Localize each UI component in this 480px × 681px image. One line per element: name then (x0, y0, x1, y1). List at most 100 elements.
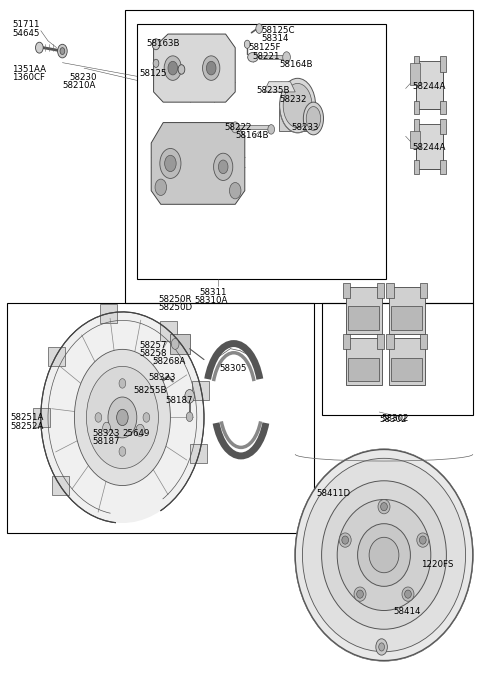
Bar (440, 119, 445, 135)
Text: 58305: 58305 (220, 364, 247, 373)
Circle shape (155, 179, 167, 195)
Ellipse shape (420, 536, 426, 544)
Text: 58250D: 58250D (158, 303, 192, 312)
Circle shape (214, 153, 233, 180)
Circle shape (171, 338, 179, 349)
Bar (343, 334, 350, 349)
Text: 58230: 58230 (70, 73, 97, 82)
Bar (160, 321, 177, 340)
Circle shape (168, 61, 178, 75)
Circle shape (203, 56, 220, 80)
Text: 58257: 58257 (139, 340, 167, 349)
Bar (170, 334, 190, 354)
Circle shape (160, 148, 181, 178)
Bar (52, 476, 69, 495)
Ellipse shape (417, 533, 429, 548)
Circle shape (185, 390, 194, 403)
Text: 58221: 58221 (252, 52, 279, 61)
Circle shape (119, 447, 126, 456)
Circle shape (379, 643, 384, 651)
Text: 58125C: 58125C (262, 26, 295, 35)
Bar (348, 306, 379, 330)
Circle shape (178, 65, 185, 74)
Circle shape (143, 413, 150, 422)
Text: 58323: 58323 (92, 429, 120, 438)
Bar (414, 56, 420, 72)
Circle shape (103, 422, 110, 433)
Ellipse shape (381, 503, 387, 511)
Text: 58302: 58302 (382, 414, 409, 423)
Text: 58164B: 58164B (280, 60, 313, 69)
Text: 58310A: 58310A (194, 296, 228, 305)
Ellipse shape (369, 537, 399, 573)
Ellipse shape (357, 590, 363, 598)
Bar (386, 283, 394, 298)
Circle shape (117, 409, 128, 426)
Text: 58222: 58222 (225, 123, 252, 131)
Bar (420, 334, 427, 349)
Text: 58233: 58233 (291, 123, 319, 131)
Ellipse shape (339, 533, 351, 548)
Circle shape (153, 59, 159, 67)
Bar (389, 287, 425, 334)
Bar (7, 303, 314, 533)
Bar (440, 161, 445, 174)
Text: 58210A: 58210A (62, 81, 96, 90)
Text: 58314: 58314 (262, 34, 289, 43)
Bar (386, 334, 394, 349)
Ellipse shape (279, 78, 316, 133)
Text: 58232: 58232 (280, 95, 307, 104)
Text: 58414: 58414 (394, 607, 421, 616)
Circle shape (95, 413, 102, 422)
Text: 58187: 58187 (166, 396, 193, 405)
Text: 51711: 51711 (12, 20, 39, 29)
Text: 58323: 58323 (149, 373, 176, 382)
Bar (259, 55, 283, 59)
Bar (343, 283, 350, 298)
Text: 58244A: 58244A (413, 82, 446, 91)
Bar (377, 334, 384, 349)
Bar (417, 125, 443, 169)
Text: 58251A: 58251A (11, 413, 44, 422)
Circle shape (231, 122, 239, 133)
Ellipse shape (402, 587, 414, 601)
Ellipse shape (354, 587, 366, 601)
Ellipse shape (378, 500, 390, 513)
Text: 58125F: 58125F (249, 43, 281, 52)
Text: 58302: 58302 (379, 415, 407, 424)
Circle shape (165, 155, 176, 172)
Circle shape (86, 366, 158, 469)
Circle shape (74, 349, 170, 486)
Ellipse shape (303, 102, 324, 135)
Text: 58163B: 58163B (146, 39, 180, 48)
Bar (190, 444, 207, 463)
Text: 25649: 25649 (122, 429, 150, 438)
Ellipse shape (248, 52, 258, 62)
Bar (137, 24, 386, 279)
Bar (100, 304, 117, 323)
Circle shape (256, 24, 263, 33)
Text: 58164B: 58164B (235, 131, 269, 140)
Bar (440, 101, 445, 114)
Text: 1360CF: 1360CF (12, 73, 45, 82)
Ellipse shape (342, 536, 348, 544)
Text: 1220FS: 1220FS (421, 560, 454, 569)
Text: 58255B: 58255B (133, 386, 167, 395)
Bar (420, 283, 427, 298)
Ellipse shape (337, 500, 431, 611)
Ellipse shape (283, 84, 312, 128)
Bar (391, 306, 422, 330)
Circle shape (229, 183, 241, 199)
Ellipse shape (322, 481, 446, 629)
Polygon shape (154, 34, 235, 102)
Bar (192, 381, 209, 400)
Ellipse shape (306, 107, 321, 131)
Text: 54645: 54645 (12, 29, 39, 37)
Bar (125, 10, 473, 303)
Text: 58125: 58125 (139, 69, 167, 78)
Bar (391, 358, 422, 381)
Bar (235, 125, 269, 129)
Bar (414, 161, 420, 174)
Text: 58187: 58187 (92, 437, 120, 446)
Bar (440, 56, 445, 72)
